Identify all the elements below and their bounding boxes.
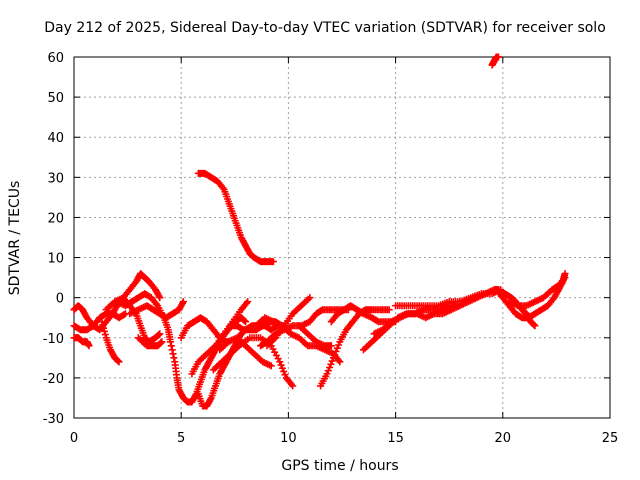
data-point	[85, 342, 93, 350]
data-series	[70, 53, 569, 410]
y-tick-labels: -30 -20 -10 0 10 20 30 40 50 60	[43, 51, 64, 427]
data-point	[530, 321, 538, 329]
data-point	[179, 298, 187, 306]
data-point	[335, 341, 343, 349]
chart-title: Day 212 of 2025, Sidereal Day-to-day VTE…	[44, 20, 606, 36]
y-tick-label: 20	[47, 211, 64, 226]
y-tick-label: 0	[56, 292, 64, 307]
y-tick-label: 60	[47, 51, 64, 66]
data-point	[99, 321, 107, 329]
x-tick-label: 25	[602, 431, 619, 446]
data-point	[280, 367, 288, 375]
x-tick-label: 5	[177, 431, 185, 446]
data-point	[241, 317, 249, 325]
data-point	[327, 342, 335, 350]
series-arc-23	[392, 286, 505, 310]
data-point	[326, 363, 334, 371]
data-point	[331, 351, 339, 359]
y-tick-label: 50	[47, 91, 64, 106]
data-point	[327, 360, 335, 368]
x-tick-label: 10	[280, 431, 297, 446]
data-point	[267, 362, 275, 370]
series-arc-8	[134, 334, 166, 350]
series-arc-18	[295, 322, 335, 350]
series-arc-27	[194, 169, 277, 266]
y-tick-label: 10	[47, 252, 64, 267]
x-tick-label: 15	[387, 431, 404, 446]
x-tick-label: 20	[495, 431, 512, 446]
grid-lines	[74, 57, 610, 418]
data-point	[156, 294, 164, 302]
data-point	[155, 331, 163, 339]
data-point	[115, 358, 123, 366]
data-point	[281, 371, 289, 379]
data-point	[169, 350, 177, 358]
y-tick-label: -20	[43, 372, 64, 387]
data-point	[166, 338, 174, 346]
data-point	[244, 298, 252, 306]
axis-ticks	[73, 56, 611, 419]
data-point	[333, 344, 341, 352]
data-point	[495, 53, 503, 61]
series-arc-13	[216, 334, 275, 370]
data-point	[170, 354, 178, 362]
data-point	[101, 331, 109, 339]
data-point	[100, 327, 108, 335]
y-tick-label: -10	[43, 332, 64, 347]
data-point	[385, 306, 393, 314]
data-point	[168, 346, 176, 354]
data-point	[561, 274, 569, 282]
y-axis-label: SDTVAR / TECUs	[7, 181, 23, 296]
data-point	[332, 347, 340, 355]
data-point	[306, 294, 314, 302]
x-tick-labels: 0 5 10 15 20 25	[70, 431, 618, 446]
series-arc-9	[177, 314, 232, 346]
data-point	[269, 258, 277, 266]
series-arc-11	[188, 298, 252, 378]
data-point	[329, 354, 337, 362]
data-point	[531, 322, 539, 330]
plot-frame	[73, 56, 611, 419]
series-arc-19	[317, 306, 393, 390]
data-point	[278, 364, 286, 372]
data-point	[276, 358, 284, 366]
series-arc-3	[70, 334, 93, 350]
data-point	[158, 338, 166, 346]
data-point	[157, 339, 165, 347]
series-arc-7	[126, 298, 187, 322]
y-tick-label: 40	[47, 131, 64, 146]
data-point	[98, 318, 106, 326]
data-point	[100, 324, 108, 332]
data-point	[120, 311, 128, 319]
data-point	[167, 342, 175, 350]
series-arc-26	[505, 274, 569, 310]
data-point	[242, 318, 250, 326]
data-point	[324, 367, 332, 375]
series-arc-24	[495, 290, 539, 330]
series-arc-28	[488, 53, 503, 69]
data-point	[289, 382, 297, 390]
data-point	[323, 370, 331, 378]
x-tick-label: 0	[70, 431, 78, 446]
y-tick-label: -30	[43, 412, 64, 427]
data-point	[328, 357, 336, 365]
x-axis-label: GPS time / hours	[281, 458, 398, 474]
data-point	[114, 357, 122, 365]
series-arc-22	[370, 286, 503, 338]
series-arc-4	[98, 318, 123, 366]
data-point	[336, 358, 344, 366]
data-point	[277, 361, 285, 369]
series-arc-2	[70, 270, 164, 334]
y-tick-label: 30	[47, 171, 64, 186]
data-point	[156, 330, 164, 338]
